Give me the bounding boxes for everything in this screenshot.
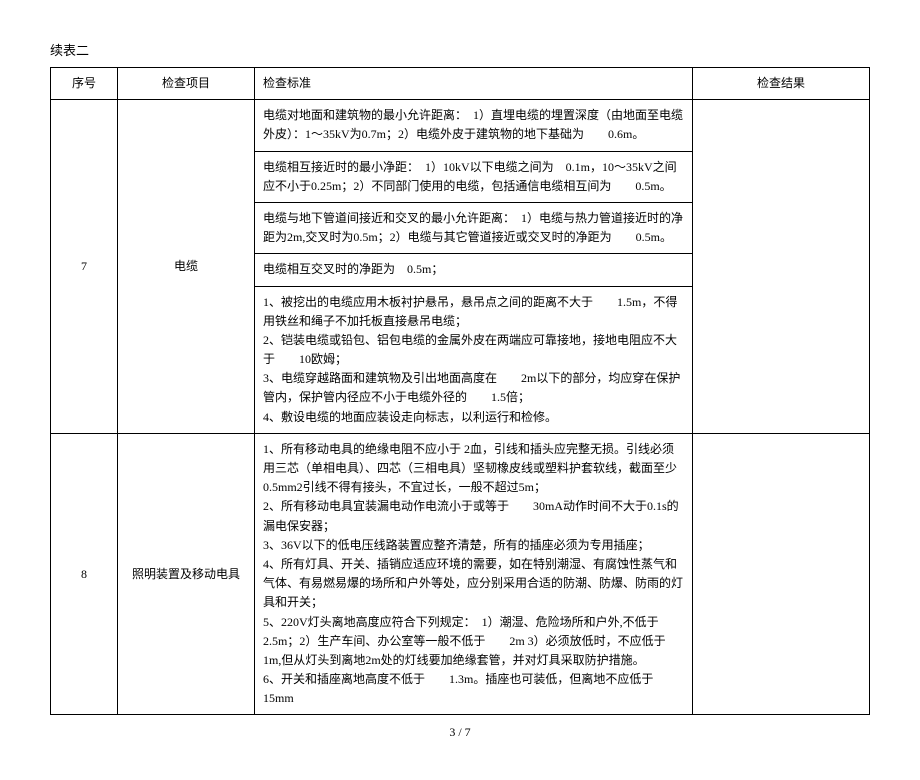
table-header-row: 序号 检查项目 检查标准 检查结果 [51, 68, 870, 100]
inspection-table: 序号 检查项目 检查标准 检查结果 7 电缆 电缆对地面和建筑物的最小允许距离：… [50, 67, 870, 715]
cell-std: 电缆相互交叉时的净距为 0.5m； [255, 254, 693, 286]
header-result: 检查结果 [693, 68, 870, 100]
header-item: 检查项目 [118, 68, 255, 100]
cell-std: 1、被挖出的电缆应用木板衬护悬吊，悬吊点之间的距离不大于 1.5m，不得用铁丝和… [255, 286, 693, 433]
cell-std: 电缆与地下管道间接近和交叉的最小允许距离： 1）电缆与热力管道接近时的净距为2m… [255, 202, 693, 253]
table-row: 7 电缆 电缆对地面和建筑物的最小允许距离： 1）直埋电缆的埋置深度（由地面至电… [51, 100, 870, 151]
cell-item: 照明装置及移动电具 [118, 433, 255, 715]
page-footer: 3 / 7 [50, 725, 870, 740]
table-row: 8 照明装置及移动电具 1、所有移动电具的绝缘电阻不应小于 2血，引线和插头应完… [51, 433, 870, 715]
cell-result [693, 433, 870, 715]
cell-std: 电缆对地面和建筑物的最小允许距离： 1）直埋电缆的埋置深度（由地面至电缆外皮）：… [255, 100, 693, 151]
cell-std: 电缆相互接近时的最小净距： 1）10kV以下电缆之间为 0.1m，10～35kV… [255, 151, 693, 202]
cell-item: 电缆 [118, 100, 255, 434]
cell-result [693, 100, 870, 434]
cell-seq: 7 [51, 100, 118, 434]
cell-std: 1、所有移动电具的绝缘电阻不应小于 2血，引线和插头应完整无损。引线必须用三芯（… [255, 433, 693, 715]
header-seq: 序号 [51, 68, 118, 100]
header-std: 检查标准 [255, 68, 693, 100]
cell-seq: 8 [51, 433, 118, 715]
table-subtitle: 续表二 [50, 40, 870, 59]
